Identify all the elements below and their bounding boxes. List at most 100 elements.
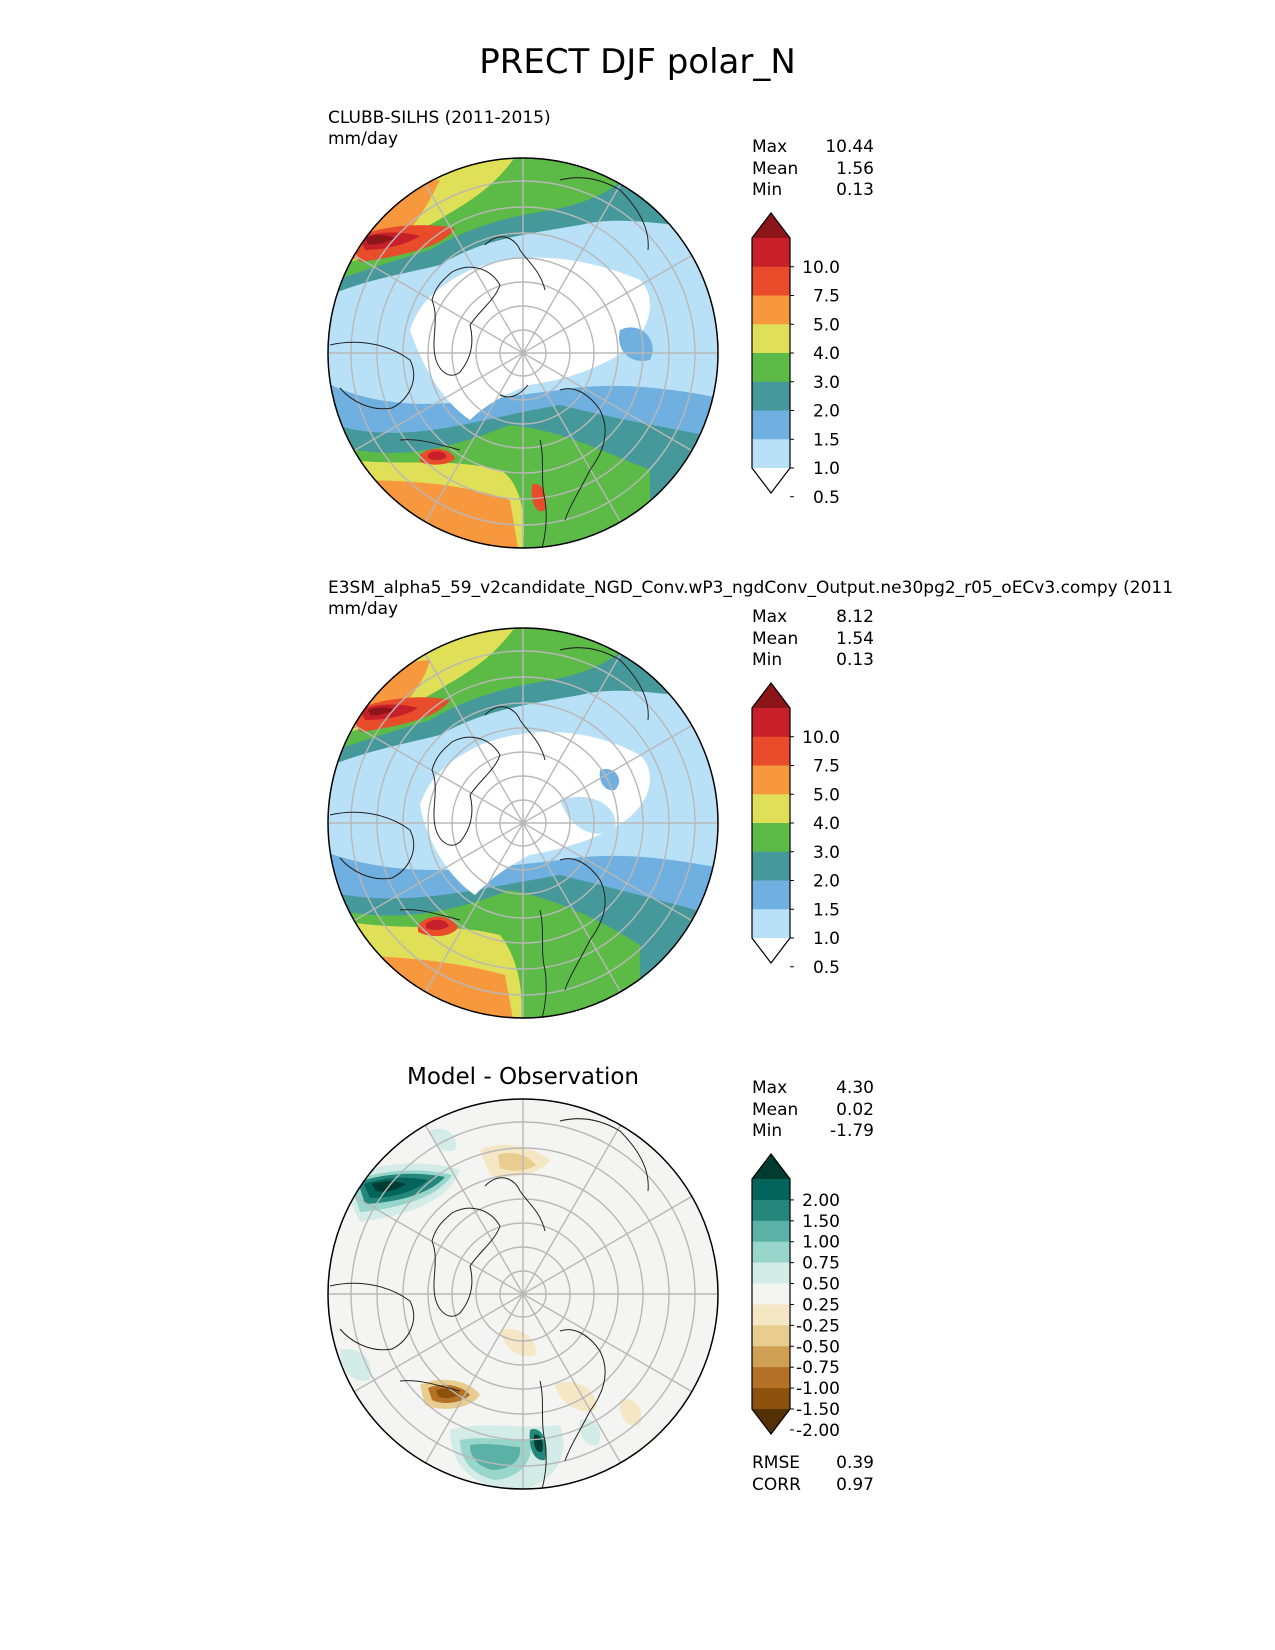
colorbar3-tick-label: 0.50 bbox=[802, 1275, 840, 1295]
colorbar3-tick-label: 0.75 bbox=[802, 1254, 840, 1274]
colorbar1-bin bbox=[752, 439, 790, 469]
colorbar1-tick-label: 10.0 bbox=[802, 258, 840, 278]
map2-graticule bbox=[328, 628, 718, 1018]
colorbar3-tick-label: -0.75 bbox=[796, 1358, 840, 1378]
corr-value: 0.97 bbox=[836, 1474, 874, 1495]
map1-coastlines bbox=[329, 177, 649, 548]
colorbar2-bin bbox=[752, 765, 790, 795]
colorbar3-bin bbox=[752, 1262, 790, 1285]
colorbar1-tick-label: 3.0 bbox=[813, 373, 840, 393]
colorbar-layer: 10.0 7.5 5.0 4.0 3.0 2.0 1.5 1.0 0.5 10.0 7.5 5.0 4.… bbox=[751, 212, 840, 1441]
colorbar2-tick-label: 1.5 bbox=[813, 900, 840, 920]
panel2-mean-label: Mean bbox=[752, 628, 799, 649]
colorbar1-tick-label: 7.5 bbox=[813, 287, 840, 307]
map2 bbox=[327, 627, 719, 1019]
colorbar3: 2.001.501.000.750.500.25-0.25-0.50-0.75-… bbox=[751, 1153, 840, 1441]
corr-label: CORR bbox=[752, 1474, 801, 1495]
panel1-mean-value: 1.56 bbox=[836, 158, 874, 179]
panel2-max-label: Max bbox=[752, 607, 788, 627]
panel1-min-label: Min bbox=[752, 180, 783, 200]
panel3-mean-label: Mean bbox=[752, 1099, 799, 1120]
colorbar3-bin bbox=[752, 1367, 790, 1389]
panel2-title: E3SM_alpha5_59_v2candidate_NGD_Conv.wP3_… bbox=[328, 578, 1173, 620]
panel2-mean-value: 1.54 bbox=[836, 628, 874, 649]
colorbar3-bin bbox=[752, 1199, 790, 1222]
panel2-units: mm/day bbox=[328, 599, 399, 619]
panel2-max-value: 8.12 bbox=[836, 607, 874, 627]
colorbar1-bin bbox=[752, 295, 790, 325]
colorbar1-bin bbox=[752, 324, 790, 354]
colorbar2-tick-label: 10.0 bbox=[802, 728, 840, 748]
colorbar3-tick-label: -1.50 bbox=[796, 1400, 840, 1420]
colorbar1-tick-label: 1.0 bbox=[813, 459, 840, 479]
colorbar3-tick-label: 1.50 bbox=[802, 1212, 840, 1232]
panel2-stats: Max 8.12 Mean 1.54 Min 0.13 bbox=[752, 607, 874, 672]
panel3-min-value: -1.79 bbox=[830, 1121, 874, 1141]
map1-border bbox=[327, 157, 719, 549]
map2-coastlines bbox=[329, 647, 649, 1018]
colorbar1-bin bbox=[752, 238, 790, 268]
colorbar3-bin bbox=[752, 1325, 790, 1347]
colorbar2-max-extension bbox=[752, 683, 790, 708]
colorbar2-bin bbox=[752, 823, 790, 853]
figure-title: PRECT DJF polar_N bbox=[479, 42, 796, 82]
panel3-title: Model - Observation bbox=[406, 1064, 640, 1090]
colorbar3-max-extension bbox=[752, 1154, 790, 1179]
colorbar2-tick-label: 1.0 bbox=[813, 929, 840, 949]
colorbar3-bin bbox=[752, 1179, 790, 1201]
colorbar3-bin bbox=[752, 1388, 790, 1410]
map3 bbox=[327, 1098, 719, 1490]
map1-graticule bbox=[328, 158, 718, 548]
colorbar3-tick-label: 1.00 bbox=[802, 1233, 840, 1253]
map3-graticule bbox=[328, 1099, 718, 1489]
panel1-units: mm/day bbox=[328, 129, 399, 149]
panel1-title-line1: CLUBB-SILHS (2011-2015) bbox=[328, 108, 551, 128]
colorbar3-min-extension bbox=[752, 1409, 790, 1434]
panel3-max-label: Max bbox=[752, 1078, 788, 1098]
panel1-mean-label: Mean bbox=[752, 158, 799, 179]
colorbar3-tick-label: -1.00 bbox=[796, 1379, 840, 1399]
colorbar2-tick-label: 5.0 bbox=[813, 785, 840, 805]
colorbar3-tick-label: -2.00 bbox=[796, 1421, 840, 1441]
colorbar3-tick-label: -0.50 bbox=[796, 1337, 840, 1357]
colorbar3-bin bbox=[752, 1346, 790, 1368]
colorbar1-tick-label: 0.5 bbox=[813, 488, 840, 508]
colorbar2-bin bbox=[752, 851, 790, 881]
colorbar1-tick-label: 4.0 bbox=[813, 344, 840, 364]
colorbar1-min-extension bbox=[752, 468, 790, 493]
colorbar2-bin bbox=[752, 909, 790, 939]
colorbar1-bin bbox=[752, 353, 790, 383]
colorbar1: 10.0 7.5 5.0 4.0 3.0 2.0 1.5 1.0 0.5 bbox=[751, 212, 840, 508]
colorbar2-tick-label: 2.0 bbox=[813, 872, 840, 892]
colorbar1-bin bbox=[752, 381, 790, 411]
colorbar1-bin bbox=[752, 266, 790, 296]
rmse-label: RMSE bbox=[752, 1453, 801, 1473]
colorbar1-tick-label: 1.5 bbox=[813, 430, 840, 450]
colorbar2-tick-label: 7.5 bbox=[813, 757, 840, 777]
panel2-title-line1: E3SM_alpha5_59_v2candidate_NGD_Conv.wP3_… bbox=[328, 578, 1174, 598]
panel3-mean-value: 0.02 bbox=[836, 1099, 874, 1120]
panel2-min-label: Min bbox=[752, 650, 783, 670]
panel1-stats: Max 10.44 Mean 1.56 Min 0.13 bbox=[752, 137, 874, 202]
colorbar3-bin bbox=[752, 1241, 790, 1264]
panel1-max-value: 10.44 bbox=[825, 137, 874, 157]
map3-border bbox=[327, 1098, 719, 1490]
colorbar1-max-extension bbox=[752, 213, 790, 238]
colorbar3-bin bbox=[752, 1304, 790, 1326]
colorbar1-tick-label: 5.0 bbox=[813, 315, 840, 335]
colorbar3-tick-label: 0.25 bbox=[802, 1295, 840, 1315]
panel2-min-value: 0.13 bbox=[836, 650, 874, 670]
rmse-value: 0.39 bbox=[836, 1453, 874, 1473]
panel1-title: CLUBB-SILHS (2011-2015) mm/day bbox=[328, 108, 551, 150]
colorbar3-tick-label: 2.00 bbox=[802, 1191, 840, 1211]
map3-coastlines bbox=[329, 1118, 649, 1489]
colorbar1-tick-label: 2.0 bbox=[813, 402, 840, 422]
panel3-max-value: 4.30 bbox=[836, 1078, 874, 1098]
colorbar3-bin bbox=[752, 1283, 790, 1305]
map2-border bbox=[327, 627, 719, 1019]
colorbar2-bin bbox=[752, 708, 790, 738]
colorbar2-bin bbox=[752, 880, 790, 910]
colorbar1-bin bbox=[752, 410, 790, 440]
colorbar3-bin bbox=[752, 1220, 790, 1243]
